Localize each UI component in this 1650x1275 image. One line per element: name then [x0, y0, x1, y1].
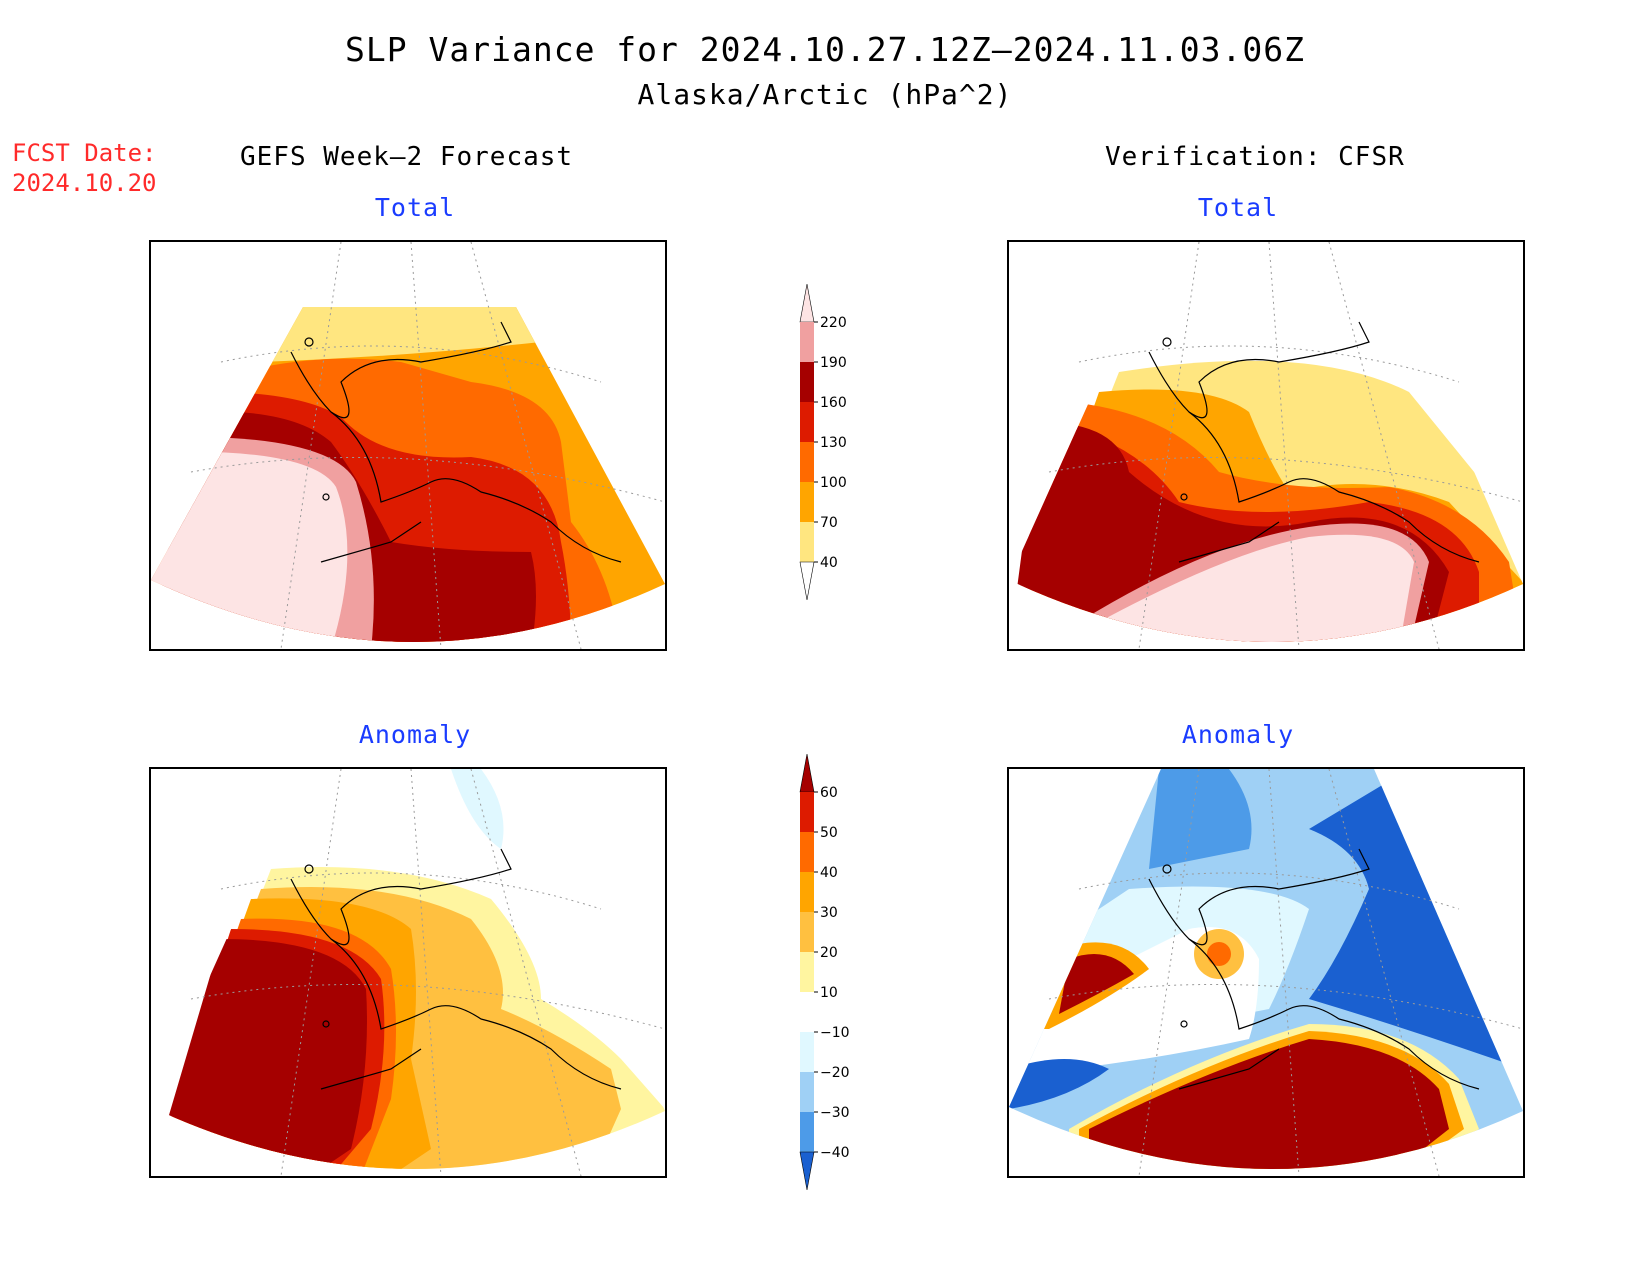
total-colorbar-top-end [799, 283, 815, 323]
main-title: SLP Variance for 2024.10.27.12Z–2024.11.… [345, 30, 1305, 69]
total-colorbar-level-label: 130 [820, 435, 847, 451]
graticule [1048, 242, 1523, 649]
total-colorbar-level-label: 220 [820, 315, 847, 331]
yellow-region [261, 307, 541, 362]
anomaly-colorbar-level-label: 50 [820, 825, 838, 841]
anomaly-colorbar-color-box [800, 832, 814, 872]
forecast-anomaly-title: Anomaly [358, 720, 472, 749]
graticule [1048, 769, 1523, 1176]
pale-blue-region [451, 769, 504, 849]
anomaly-colorbar-bottom-end [799, 1151, 815, 1191]
forecast-column-title: GEFS Week–2 Forecast [240, 142, 574, 172]
anomaly-colorbar-color-box [800, 992, 814, 1032]
coastline [1148, 321, 1480, 563]
total-colorbar-color-box [800, 322, 814, 362]
anomaly-colorbar-level-label: 10 [820, 985, 838, 1001]
fcst-date: FCST Date: 2024.10.20 [12, 138, 157, 198]
graticule [190, 769, 665, 1176]
fcst-date-label: FCST Date: [12, 139, 157, 167]
verification-column-title: Verification: CFSR [1105, 142, 1405, 172]
graticule [190, 242, 665, 649]
coastline [290, 321, 622, 563]
anomaly-colorbar-color-box [800, 1072, 814, 1112]
anomaly-colorbar-level-label: −40 [820, 1145, 850, 1161]
forecast-anomaly-map [149, 767, 667, 1178]
forecast-total-map [149, 240, 667, 651]
dark-orange-region [1207, 942, 1231, 966]
anomaly-colorbar-level-label: −30 [820, 1105, 850, 1121]
anomaly-colorbar-level-label: 20 [820, 945, 838, 961]
anomaly-colorbar-color-box [800, 912, 814, 952]
total-colorbar-bottom-end [799, 561, 815, 601]
dark-red-region [151, 939, 367, 1170]
anomaly-colorbar-color-box [800, 872, 814, 912]
total-colorbar: 220 190 160 130 100 70 40 [790, 282, 860, 616]
total-colorbar-color-box [800, 522, 814, 562]
forecast-total-title: Total [374, 193, 456, 222]
pale-pink-region [1099, 534, 1414, 643]
verification-total-map [1007, 240, 1525, 651]
total-colorbar-color-box [800, 442, 814, 482]
anomaly-colorbar-color-box [800, 1112, 814, 1152]
anomaly-colorbar-level-label: 40 [820, 865, 838, 881]
dark-red-region-south [1089, 1039, 1449, 1170]
coastline [1148, 848, 1480, 1090]
total-colorbar-color-box [800, 362, 814, 402]
verification-anomaly-title: Anomaly [1181, 720, 1295, 749]
fcst-date-value: 2024.10.20 [12, 169, 157, 197]
dark-blue-region-west [1009, 1059, 1109, 1109]
anomaly-colorbar-level-label: −20 [820, 1065, 850, 1081]
total-colorbar-level-label: 70 [820, 515, 838, 531]
anomaly-colorbar-level-label: −10 [820, 1025, 850, 1041]
anomaly-colorbar-level-label: 60 [820, 785, 838, 801]
total-colorbar-color-box [800, 402, 814, 442]
sub-title: Alaska/Arctic (hPa^2) [637, 78, 1013, 111]
anomaly-colorbar-color-box [800, 952, 814, 992]
total-colorbar-level-label: 160 [820, 395, 847, 411]
anomaly-colorbar-level-label: 30 [820, 905, 838, 921]
verification-anomaly-map [1007, 767, 1525, 1178]
anomaly-colorbar-color-box [800, 792, 814, 832]
anomaly-colorbar-color-box [800, 1032, 814, 1072]
coastline [290, 848, 622, 1090]
blue-region [1149, 769, 1252, 869]
pale-pink-region [151, 451, 348, 643]
total-colorbar-color-box [800, 482, 814, 522]
total-colorbar-level-label: 100 [820, 475, 847, 491]
total-colorbar-level-label: 40 [820, 555, 838, 571]
anomaly-colorbar-top-end [799, 753, 815, 793]
dark-red-region [1059, 954, 1134, 1014]
anomaly-colorbar: 60 50 40 30 20 10 −10 −20 −30 −40 [790, 752, 860, 1206]
total-colorbar-level-label: 190 [820, 355, 847, 371]
verification-total-title: Total [1197, 193, 1279, 222]
